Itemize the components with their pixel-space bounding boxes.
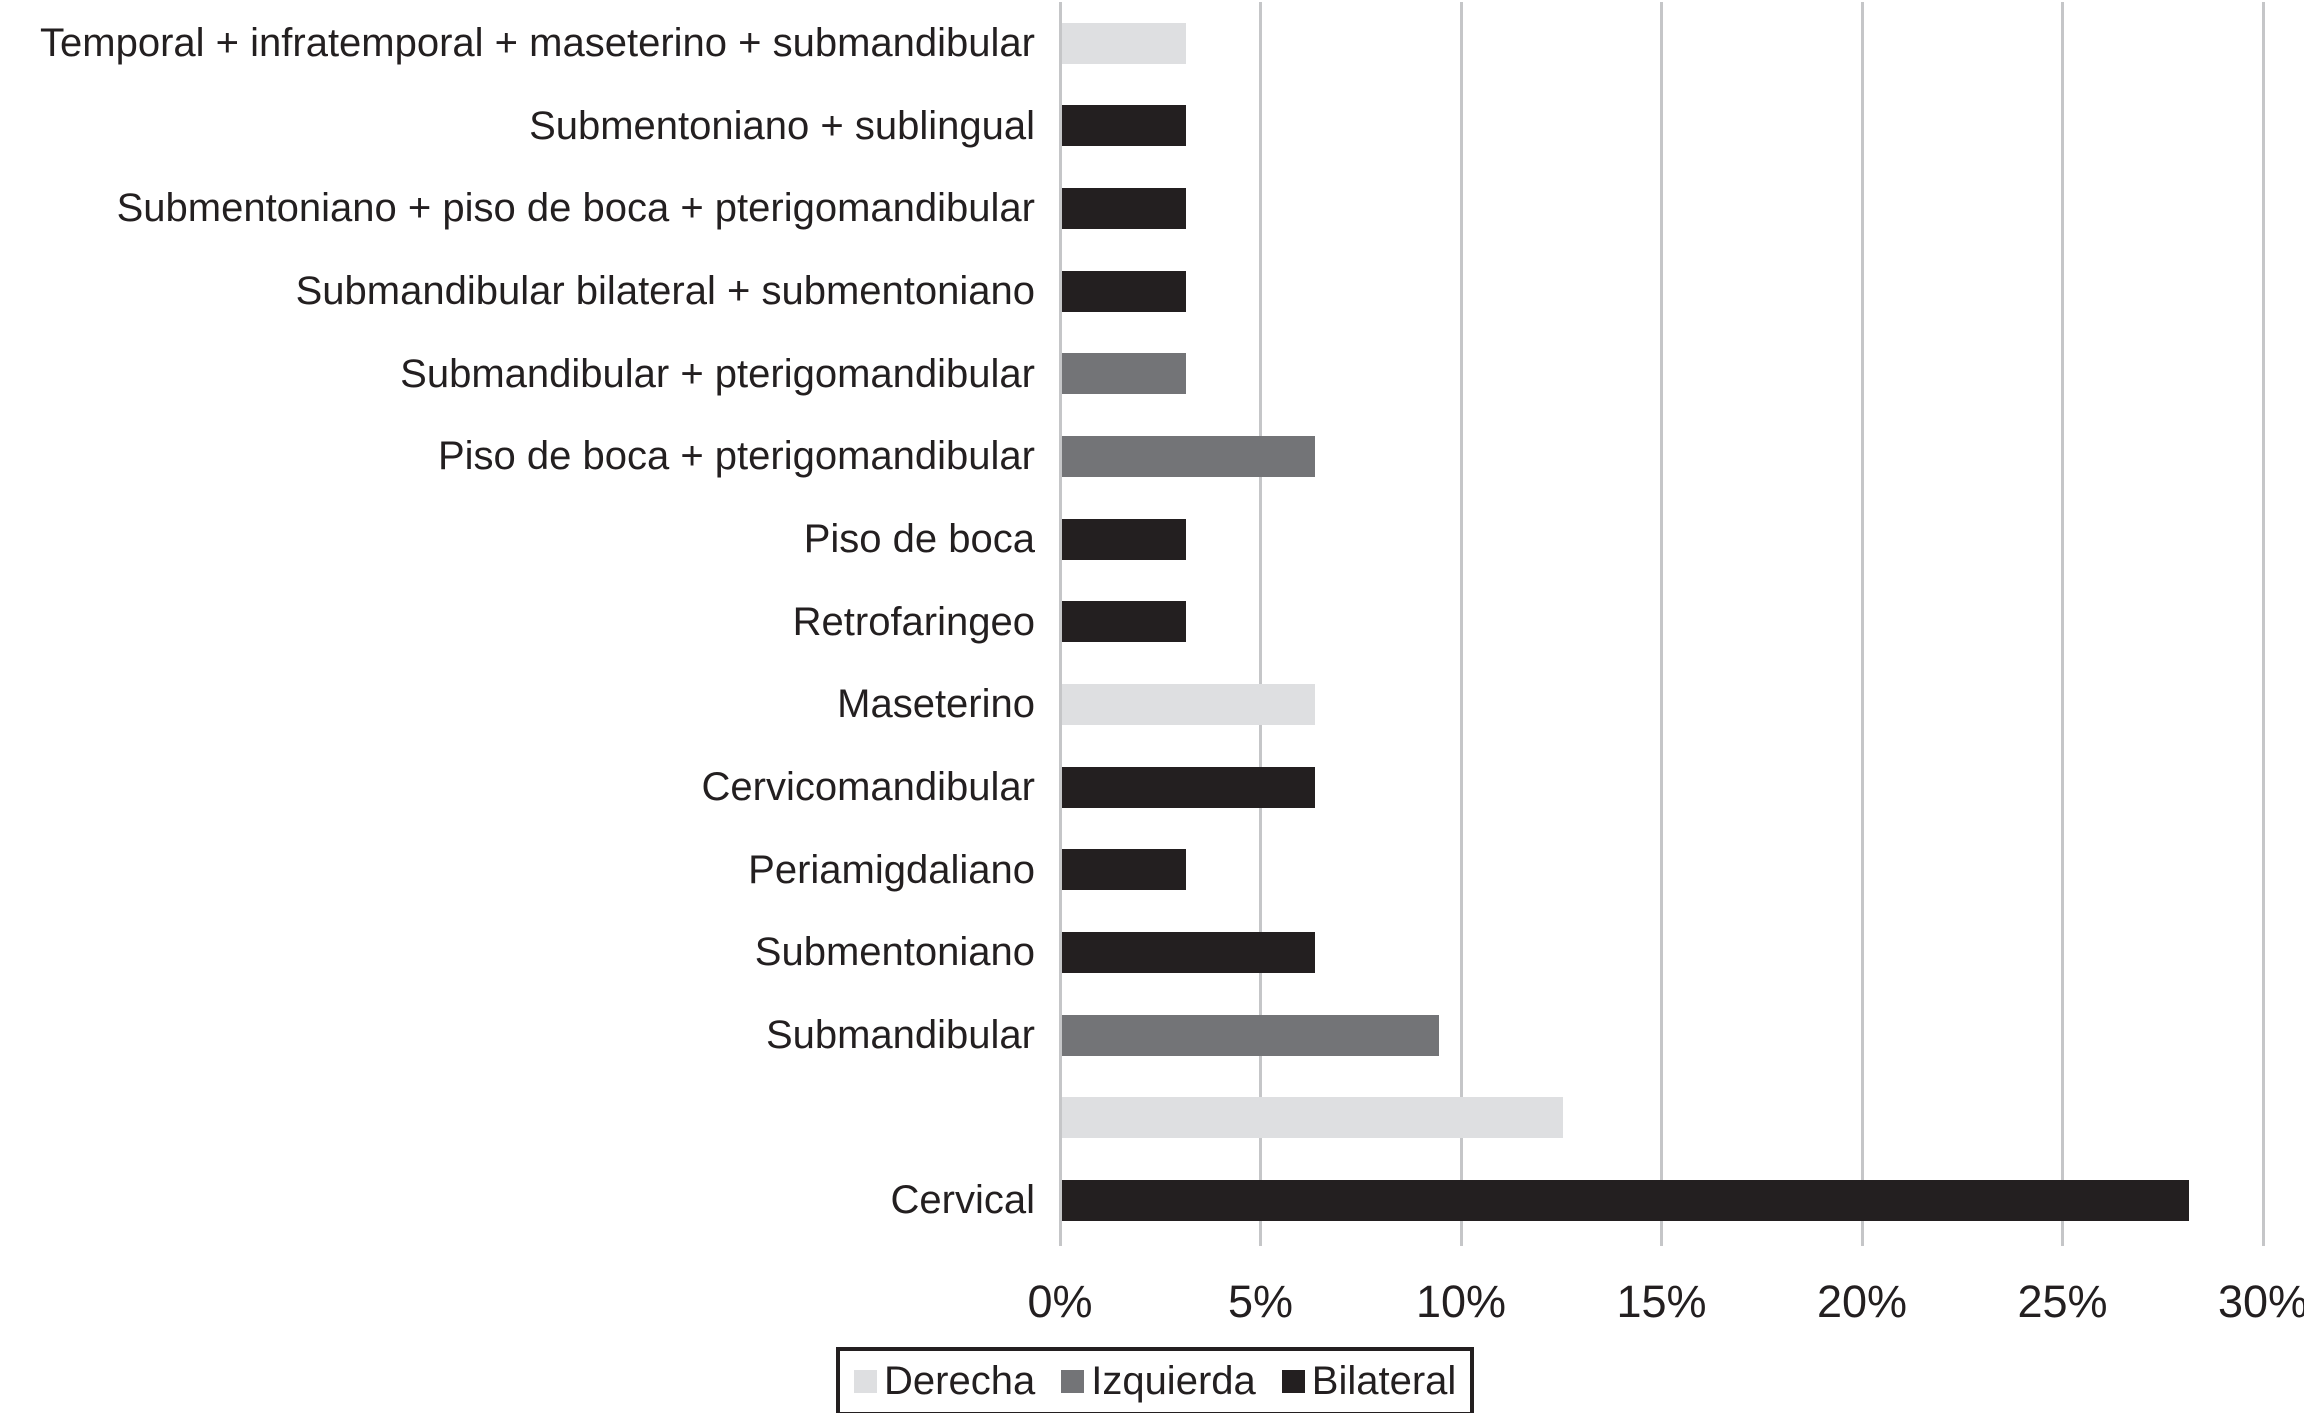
- category-label: Cervicomandibular: [701, 765, 1035, 810]
- legend-swatch-derecha: [854, 1370, 877, 1393]
- bar-izquierda: [1062, 1014, 1439, 1056]
- legend-item-bilateral: Bilateral: [1281, 1359, 1457, 1404]
- x-tick-label: 25%: [2017, 1276, 2108, 1327]
- gridline-25: [2061, 2, 2064, 1246]
- bar-bilateral: [1062, 931, 1315, 973]
- legend-item-derecha: Derecha: [854, 1359, 1035, 1404]
- category-label: Maseterino: [837, 682, 1035, 727]
- bar-derecha: [1062, 1097, 1564, 1139]
- legend-item-izquierda: Izquierda: [1061, 1359, 1256, 1404]
- gridline-15: [1660, 2, 1663, 1246]
- bar-derecha: [1062, 683, 1315, 725]
- category-label: Piso de boca: [803, 517, 1035, 562]
- bar-bilateral: [1062, 1179, 2189, 1221]
- bar-bilateral: [1062, 518, 1187, 560]
- bar-bilateral: [1062, 601, 1187, 643]
- category-label: Submandibular bilateral + submentoniano: [295, 269, 1035, 313]
- x-tick-label: 5%: [1227, 1276, 1294, 1327]
- x-tick-label: 0%: [1027, 1276, 1093, 1327]
- category-label: Temporal + infratemporal + maseterino + …: [40, 21, 1035, 65]
- legend-swatch-bilateral: [1281, 1370, 1305, 1393]
- bar-bilateral: [1062, 105, 1187, 147]
- x-tick-label: 15%: [1616, 1276, 1707, 1327]
- bar-izquierda: [1062, 353, 1187, 395]
- bar-bilateral: [1062, 187, 1187, 229]
- x-tick-label: 30%: [2217, 1276, 2304, 1327]
- category-label: Periamigdaliano: [748, 847, 1035, 892]
- category-label: Submentoniano + piso de boca + pterigoma…: [116, 186, 1035, 231]
- x-tick-label: 10%: [1415, 1276, 1507, 1327]
- x-tick-label: 20%: [1816, 1276, 1908, 1327]
- bar-bilateral: [1062, 849, 1187, 891]
- gridline-5: [1259, 2, 1262, 1246]
- gridline-10: [1459, 2, 1463, 1246]
- category-label: Submandibular: [765, 1013, 1035, 1058]
- category-label: Retrofaringeo: [792, 599, 1035, 644]
- legend-label: Derecha: [884, 1359, 1036, 1403]
- gridline-30: [2261, 2, 2265, 1246]
- category-label: Piso de boca + pterigomandibular: [437, 434, 1035, 479]
- gridline-20: [1860, 2, 1864, 1246]
- category-label: Submentoniano + sublingual: [529, 103, 1035, 148]
- category-label: Submandibular + pterigomandibular: [400, 351, 1035, 396]
- bar-bilateral: [1062, 766, 1315, 808]
- bar-bilateral: [1062, 270, 1187, 312]
- legend: Derecha Izquierda Bilateral: [836, 1347, 1475, 1413]
- legend-label: Bilateral: [1311, 1359, 1457, 1403]
- bar-derecha: [1062, 22, 1187, 64]
- bar-izquierda: [1062, 435, 1315, 477]
- gridline-0: [1058, 2, 1062, 1246]
- legend-label: Izquierda: [1091, 1359, 1256, 1403]
- legend-swatch-izquierda: [1061, 1370, 1085, 1393]
- category-label: Cervical: [890, 1178, 1035, 1223]
- category-label: Submentoniano: [754, 930, 1035, 975]
